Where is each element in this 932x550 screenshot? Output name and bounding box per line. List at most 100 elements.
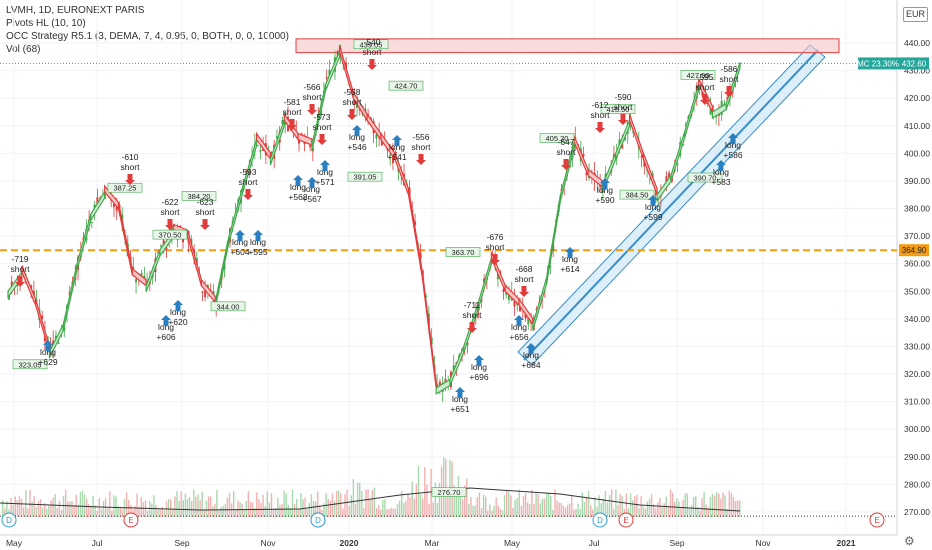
volume-bar — [39, 498, 42, 517]
long-signal: long+604 — [230, 230, 250, 257]
arrow-up-icon — [307, 177, 317, 188]
pivot-label: 424.70 — [395, 82, 418, 91]
volume-bar — [12, 504, 14, 517]
candle-body — [726, 97, 729, 100]
volume-bar — [180, 491, 182, 517]
signal-line2: +567 — [302, 194, 321, 204]
currency-badge[interactable]: EUR — [903, 7, 928, 22]
candle-body — [527, 317, 530, 325]
signal-line1: long — [725, 140, 741, 150]
volume-bar — [646, 501, 649, 517]
gear-icon[interactable]: ⚙ — [904, 534, 915, 548]
volume-bar — [638, 508, 640, 517]
volume-bar — [678, 501, 680, 517]
volume-bar — [371, 490, 373, 517]
volume-bar — [235, 509, 237, 517]
candle-body — [502, 289, 505, 292]
volume-bar — [732, 497, 735, 517]
signal-line1: -676 — [486, 232, 503, 242]
signal-line2: +684 — [521, 360, 540, 370]
volume-bar — [640, 496, 642, 517]
candle-body — [513, 296, 516, 307]
volume-bar — [713, 495, 716, 517]
signal-line1: long — [304, 184, 320, 194]
ribbon-segment — [615, 120, 631, 160]
y-tick-label: 290.00 — [904, 452, 930, 462]
volume-bar — [470, 497, 472, 517]
volume-bar — [392, 508, 394, 517]
ribbon-segment — [449, 346, 465, 386]
x-tick-label: Mar — [425, 538, 440, 548]
candle-body — [496, 273, 499, 279]
ribbon-segment — [325, 51, 341, 91]
volume-bar — [682, 499, 684, 517]
earnings-marker: E — [618, 512, 634, 528]
volume-bar — [272, 509, 275, 517]
volume-bar — [514, 499, 516, 517]
signal-line1: -573 — [313, 112, 330, 122]
volume-bar — [317, 491, 319, 517]
volume-bar — [726, 508, 728, 517]
indicator-pivots[interactable]: Pivots HL (10, 10) — [6, 18, 86, 29]
volume-bar — [218, 510, 220, 517]
indicator-volume[interactable]: Vol (68) — [6, 44, 41, 55]
volume-bar — [430, 468, 432, 517]
price-badge-label: 432.60 — [902, 59, 927, 68]
x-tick-label: 2020 — [340, 538, 359, 548]
candle-body — [259, 150, 262, 152]
candle-body — [132, 266, 135, 270]
volume-bar — [480, 508, 483, 517]
volume-bar — [195, 496, 197, 517]
volume-bar — [405, 500, 407, 517]
ribbon-segment — [62, 263, 78, 331]
volume-bar — [46, 509, 48, 517]
candle-body — [281, 119, 284, 125]
volume-bar — [554, 489, 556, 517]
volume-bar — [161, 506, 163, 517]
volume-bar — [516, 498, 518, 517]
candle-body — [676, 163, 679, 165]
volume-bar — [113, 495, 115, 517]
volume-bar — [136, 493, 138, 517]
volume-bar — [541, 498, 544, 517]
volume-bar — [121, 509, 124, 517]
long-signal: long+571 — [315, 160, 335, 187]
signal-line1: -647 — [557, 137, 574, 147]
volume-bar — [319, 505, 321, 517]
ribbon-segment — [242, 139, 258, 193]
volume-bar — [669, 489, 672, 517]
candle-body — [115, 206, 118, 211]
y-tick-label: 410.00 — [904, 121, 930, 131]
volume-bar — [671, 492, 674, 517]
y-tick-label: 330.00 — [904, 341, 930, 351]
indicator-occ-strategy[interactable]: OCC Strategy R5.1 (3, DEMA, 7, 4, 0.95, … — [6, 31, 289, 42]
volume-bar — [264, 505, 266, 517]
volume-ma-line — [0, 487, 741, 512]
volume-bar — [697, 506, 699, 517]
volume-bar — [23, 507, 25, 517]
volume-bar — [344, 494, 346, 517]
volume-bar — [109, 491, 111, 517]
candle-body — [709, 107, 712, 115]
volume-bar — [62, 496, 65, 517]
pivot-label: 387.25 — [114, 184, 137, 193]
volume-bar — [535, 492, 537, 517]
candle-body — [585, 173, 588, 175]
volume-bar — [629, 493, 632, 517]
volume-bar — [224, 504, 226, 517]
volume-bar — [283, 490, 285, 517]
signal-line1: long — [232, 237, 248, 247]
volume-bar — [722, 492, 724, 517]
long-signal: long+606 — [156, 315, 176, 342]
arrow-down-icon — [317, 134, 327, 145]
arrow-down-icon — [15, 276, 25, 287]
long-signal: long+629 — [38, 340, 58, 367]
volume-bar — [508, 491, 510, 517]
candle-body — [444, 378, 447, 384]
volume-bar — [58, 501, 61, 517]
volume-bar — [506, 490, 508, 517]
volume-bar — [583, 502, 586, 517]
